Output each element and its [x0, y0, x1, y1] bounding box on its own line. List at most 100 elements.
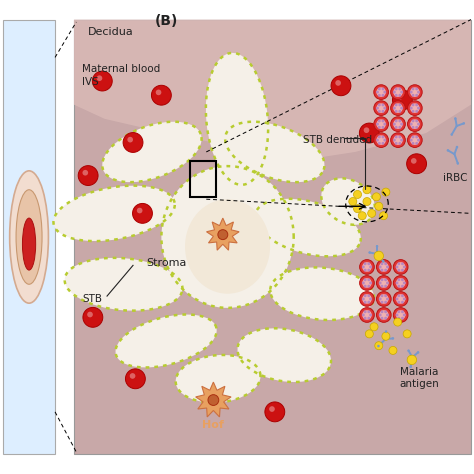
- Circle shape: [463, 122, 465, 125]
- Circle shape: [383, 139, 386, 142]
- Circle shape: [376, 260, 391, 274]
- Circle shape: [369, 298, 372, 301]
- Circle shape: [380, 212, 388, 220]
- Circle shape: [360, 260, 374, 274]
- Circle shape: [398, 110, 401, 113]
- Circle shape: [391, 133, 405, 147]
- Circle shape: [383, 123, 386, 126]
- Circle shape: [401, 269, 404, 272]
- Circle shape: [367, 310, 370, 313]
- Circle shape: [376, 245, 378, 247]
- Circle shape: [395, 119, 398, 122]
- Circle shape: [393, 260, 408, 274]
- Circle shape: [367, 317, 370, 319]
- Circle shape: [381, 269, 383, 272]
- Circle shape: [364, 301, 366, 304]
- Circle shape: [384, 294, 387, 297]
- Circle shape: [403, 313, 406, 317]
- Circle shape: [376, 119, 386, 129]
- Circle shape: [363, 186, 371, 194]
- Circle shape: [349, 198, 357, 206]
- Circle shape: [360, 308, 374, 322]
- Circle shape: [415, 142, 418, 145]
- Circle shape: [378, 88, 381, 91]
- Circle shape: [378, 94, 381, 97]
- Circle shape: [397, 310, 401, 313]
- Circle shape: [379, 298, 382, 301]
- Circle shape: [401, 262, 404, 265]
- Circle shape: [415, 136, 418, 138]
- Circle shape: [376, 292, 391, 306]
- Circle shape: [137, 208, 143, 213]
- Circle shape: [396, 310, 405, 320]
- Circle shape: [362, 310, 372, 320]
- Circle shape: [368, 251, 371, 254]
- Circle shape: [411, 119, 414, 122]
- Circle shape: [397, 294, 401, 297]
- Circle shape: [411, 94, 414, 97]
- Circle shape: [365, 330, 374, 338]
- Circle shape: [391, 101, 405, 116]
- Text: Malaria
antigen: Malaria antigen: [399, 367, 439, 389]
- Circle shape: [381, 262, 383, 265]
- Circle shape: [410, 119, 419, 129]
- Circle shape: [376, 139, 379, 142]
- Ellipse shape: [102, 122, 201, 182]
- Circle shape: [393, 91, 396, 93]
- Circle shape: [208, 395, 219, 405]
- Circle shape: [156, 90, 161, 95]
- Circle shape: [393, 123, 396, 126]
- Circle shape: [374, 117, 389, 131]
- Circle shape: [133, 203, 153, 223]
- Circle shape: [410, 139, 413, 142]
- Circle shape: [379, 294, 389, 304]
- Circle shape: [362, 282, 365, 284]
- Circle shape: [382, 136, 384, 138]
- Circle shape: [367, 262, 370, 265]
- Circle shape: [403, 330, 411, 338]
- Circle shape: [386, 313, 389, 317]
- Ellipse shape: [64, 258, 182, 310]
- Circle shape: [335, 80, 341, 86]
- Circle shape: [369, 313, 372, 317]
- Circle shape: [397, 285, 401, 288]
- Circle shape: [379, 265, 382, 268]
- Ellipse shape: [237, 328, 331, 382]
- Circle shape: [376, 87, 386, 97]
- Ellipse shape: [185, 199, 270, 294]
- Circle shape: [392, 337, 394, 340]
- Text: iRBC: iRBC: [443, 173, 467, 183]
- Circle shape: [377, 345, 380, 347]
- Circle shape: [417, 139, 420, 142]
- Circle shape: [362, 262, 372, 272]
- Circle shape: [393, 107, 396, 109]
- Circle shape: [400, 107, 403, 109]
- Circle shape: [408, 117, 422, 131]
- Circle shape: [456, 146, 458, 148]
- Circle shape: [401, 294, 404, 297]
- Circle shape: [386, 282, 389, 284]
- Circle shape: [126, 369, 146, 389]
- Ellipse shape: [16, 190, 42, 284]
- Circle shape: [411, 136, 414, 138]
- Circle shape: [382, 119, 384, 122]
- Circle shape: [382, 110, 384, 113]
- Circle shape: [381, 278, 383, 281]
- Circle shape: [398, 136, 401, 138]
- Circle shape: [331, 76, 351, 96]
- Circle shape: [384, 301, 387, 304]
- Circle shape: [378, 110, 381, 113]
- Circle shape: [378, 126, 381, 129]
- Circle shape: [415, 88, 418, 91]
- Circle shape: [362, 294, 372, 304]
- Circle shape: [376, 123, 379, 126]
- Circle shape: [369, 282, 372, 284]
- Circle shape: [410, 87, 419, 97]
- Circle shape: [381, 285, 383, 288]
- Circle shape: [378, 142, 381, 145]
- Circle shape: [384, 310, 387, 313]
- Circle shape: [382, 126, 384, 129]
- Text: STB denuded: STB denuded: [303, 136, 372, 146]
- Circle shape: [397, 278, 401, 281]
- Circle shape: [415, 126, 418, 129]
